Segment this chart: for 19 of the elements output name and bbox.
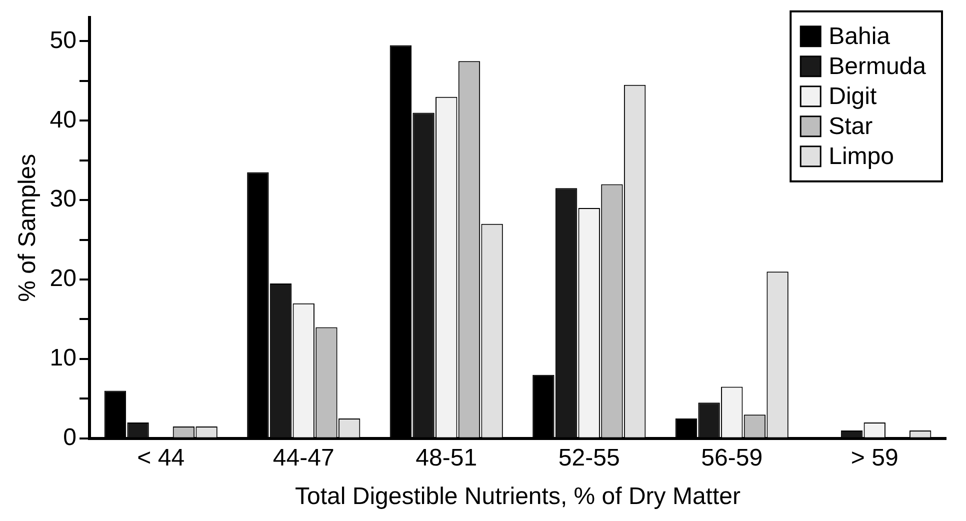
y-tick-label: 20 xyxy=(50,265,76,292)
x-tick-label: 56-59 xyxy=(701,444,763,472)
x-axis-title: Total Digestible Nutrients, % of Dry Matter xyxy=(295,483,740,510)
y-tick-label: 30 xyxy=(50,186,76,213)
x-tick-label: 52-55 xyxy=(558,444,620,472)
y-tick-label: 50 xyxy=(50,26,76,54)
y-axis-title: % of Samples xyxy=(14,154,42,302)
y-tick-label: 10 xyxy=(50,344,76,372)
x-tick-label: > 59 xyxy=(850,444,898,472)
x-tick-label: 44-47 xyxy=(272,444,334,472)
legend-label: Star xyxy=(828,113,873,140)
x-tick-label: < 44 xyxy=(137,444,185,472)
legend-label: Limpo xyxy=(828,143,894,170)
y-tick-label: 40 xyxy=(50,106,76,134)
y-tick-label: 0 xyxy=(63,424,76,452)
legend-label: Digit xyxy=(828,83,877,110)
x-tick-label: 48-51 xyxy=(416,444,478,472)
legend-label: Bahia xyxy=(828,23,891,50)
legend-label: Bermuda xyxy=(828,53,927,80)
